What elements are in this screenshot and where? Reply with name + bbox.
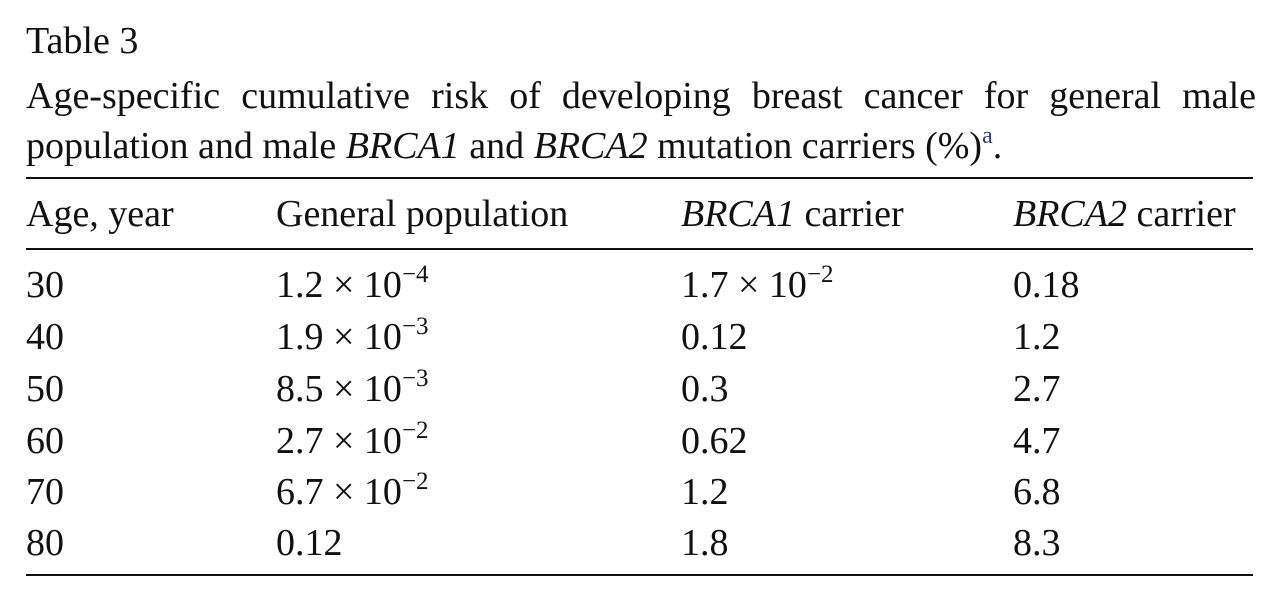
cell-brca1-carrier: 1.2 bbox=[681, 467, 729, 517]
cell-brca1-carrier: 0.3 bbox=[681, 364, 729, 414]
value-base: 6.7 × 10 bbox=[276, 471, 402, 513]
cell-brca2-carrier: 0.18 bbox=[1013, 264, 1080, 306]
table-row: 60 2.7 × 10−2 0.62 4.7 bbox=[0, 416, 1286, 466]
header-gene-brca2: BRCA2 bbox=[1013, 193, 1127, 235]
header-brca2-carrier: BRCA2 carrier bbox=[1013, 189, 1236, 239]
value-exponent: −4 bbox=[401, 261, 429, 288]
header-brca1-carrier: BRCA1 carrier bbox=[681, 189, 904, 239]
value-exponent: −2 bbox=[806, 261, 834, 288]
caption-text: population and male bbox=[26, 125, 346, 167]
value-base: 0.3 bbox=[681, 368, 729, 410]
caption-text: and bbox=[459, 125, 534, 167]
cell-brca1-carrier: 1.8 bbox=[681, 518, 729, 568]
table-row: 30 1.2 × 10−4 1.7 × 10−2 0.18 bbox=[0, 260, 1286, 310]
header-age: Age, year bbox=[26, 193, 174, 235]
cell-brca2-carrier: 4.7 bbox=[1013, 420, 1061, 462]
caption-gene-brca2: BRCA2 bbox=[533, 125, 648, 167]
caption-footnote-marker[interactable]: a bbox=[982, 123, 993, 149]
value-base: 1.8 bbox=[681, 522, 729, 564]
caption-text: mutation carriers (%) bbox=[647, 125, 983, 167]
caption-gene-brca1: BRCA1 bbox=[345, 125, 460, 167]
cell-age: 30 bbox=[26, 264, 64, 306]
header-general-population: General population bbox=[276, 193, 569, 235]
caption-line-1: Age-specific cumulative risk of developi… bbox=[26, 75, 1256, 117]
value-base: 1.7 × 10 bbox=[681, 264, 807, 306]
value-exponent: −2 bbox=[401, 417, 429, 444]
cell-general-population: 2.7 × 10−2 bbox=[276, 416, 429, 466]
table-row: 80 0.12 1.8 8.3 bbox=[0, 518, 1286, 568]
cell-age: 50 bbox=[26, 368, 64, 410]
cell-general-population: 0.12 bbox=[276, 518, 343, 568]
caption-line-2: population and male BRCA1 and BRCA2 muta… bbox=[26, 121, 1256, 171]
value-exponent: −2 bbox=[401, 468, 429, 495]
value-base: 1.9 × 10 bbox=[276, 316, 402, 358]
value-base: 0.12 bbox=[681, 316, 748, 358]
cell-brca2-carrier: 6.8 bbox=[1013, 471, 1061, 513]
table-header-row: Age, year General population BRCA1 carri… bbox=[0, 189, 1286, 239]
cell-age: 60 bbox=[26, 420, 64, 462]
cell-general-population: 1.2 × 10−4 bbox=[276, 260, 429, 310]
value-exponent: −3 bbox=[401, 313, 429, 340]
cell-brca2-carrier: 2.7 bbox=[1013, 368, 1061, 410]
table-top-rule bbox=[26, 177, 1253, 179]
cell-age: 40 bbox=[26, 316, 64, 358]
value-base: 0.12 bbox=[276, 522, 343, 564]
table-row: 40 1.9 × 10−3 0.12 1.2 bbox=[0, 312, 1286, 362]
cell-age: 70 bbox=[26, 471, 64, 513]
value-base: 1.2 bbox=[681, 471, 729, 513]
cell-brca1-carrier: 0.12 bbox=[681, 312, 748, 362]
header-text: carrier bbox=[794, 193, 904, 235]
caption-text: . bbox=[992, 125, 1003, 167]
table-row: 50 8.5 × 10−3 0.3 2.7 bbox=[0, 364, 1286, 414]
table-label: Table 3 bbox=[26, 20, 139, 62]
cell-brca1-carrier: 0.62 bbox=[681, 416, 748, 466]
table-header-rule bbox=[26, 248, 1253, 250]
header-gene-brca1: BRCA1 bbox=[681, 193, 795, 235]
header-text: carrier bbox=[1126, 193, 1236, 235]
value-base: 8.5 × 10 bbox=[276, 368, 402, 410]
cell-general-population: 6.7 × 10−2 bbox=[276, 467, 429, 517]
value-base: 2.7 × 10 bbox=[276, 420, 402, 462]
value-base: 1.2 × 10 bbox=[276, 264, 402, 306]
table-row: 70 6.7 × 10−2 1.2 6.8 bbox=[0, 467, 1286, 517]
cell-brca2-carrier: 1.2 bbox=[1013, 316, 1061, 358]
cell-age: 80 bbox=[26, 522, 64, 564]
cell-brca2-carrier: 8.3 bbox=[1013, 522, 1061, 564]
table-bottom-rule bbox=[26, 574, 1253, 576]
value-exponent: −3 bbox=[401, 365, 429, 392]
cell-general-population: 8.5 × 10−3 bbox=[276, 364, 429, 414]
cell-brca1-carrier: 1.7 × 10−2 bbox=[681, 260, 834, 310]
value-base: 0.62 bbox=[681, 420, 748, 462]
table-caption: Age-specific cumulative risk of developi… bbox=[26, 71, 1256, 171]
cell-general-population: 1.9 × 10−3 bbox=[276, 312, 429, 362]
